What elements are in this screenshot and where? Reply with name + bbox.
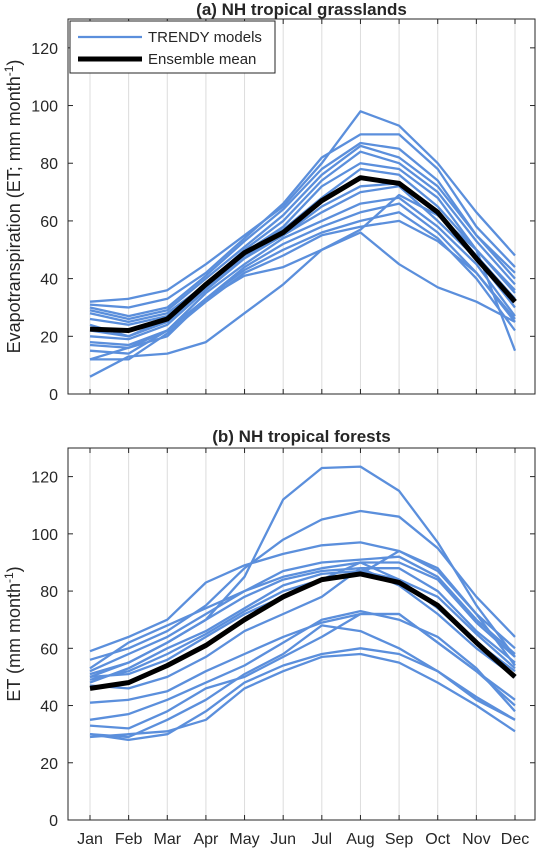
y-tick-label: 60 [40, 214, 58, 231]
model-series-line [89, 144, 516, 321]
model-series-line [89, 609, 516, 721]
model-series-line [89, 162, 516, 326]
x-tick-label: Nov [462, 831, 490, 848]
panel-b-forests: 0 20 40 60 80 100 120 Jan Feb Mar Apr May Jun Jul Aug S… [2, 427, 536, 848]
model-series-line [89, 555, 516, 670]
ensemble-mean-line [89, 571, 517, 691]
legend-label: Ensemble mean [148, 51, 256, 68]
y-tick-label: 60 [40, 641, 58, 658]
y-tick-label: 80 [40, 584, 58, 601]
panel-a-grasslands: 0 20 40 60 80 100 120 (a) NH tropical grassland… [2, 0, 536, 404]
model-series-line [89, 509, 516, 661]
y-tick-label: 0 [49, 387, 58, 404]
y-axis-label: ET (mm month-1) [2, 566, 24, 701]
model-series-line [89, 541, 516, 653]
y-tick-label: 80 [40, 156, 58, 173]
model-series-line [89, 141, 516, 318]
model-series-line [89, 647, 516, 742]
model-series-line [89, 652, 516, 739]
y-tick-label: 40 [40, 699, 58, 716]
legend-label: TRENDY models [148, 29, 262, 46]
y-tick-label: 20 [40, 756, 58, 773]
chart-title: (b) NH tropical forests [212, 427, 391, 446]
y-tick-label: 100 [31, 527, 58, 544]
y-tick-label: 120 [31, 470, 58, 487]
model-series-line [89, 612, 516, 730]
model-series-line [89, 569, 516, 684]
model-series-line [89, 567, 516, 690]
legend-box [69, 20, 276, 74]
x-tick-label: Apr [193, 831, 219, 848]
model-series-line [89, 133, 516, 309]
model-series-line [89, 231, 516, 361]
model-series-line [89, 549, 516, 681]
y-axis-label: Evapotranspiration (ET; mm month-1) [2, 60, 24, 354]
legend: TRENDY models Ensemble mean [69, 20, 276, 74]
x-tick-label: Dec [501, 831, 529, 848]
model-series-line [89, 150, 516, 324]
model-series-line [89, 561, 516, 673]
y-tick-label: 0 [49, 813, 58, 830]
y-tick-label: 120 [31, 41, 58, 58]
axes-box [67, 18, 536, 395]
x-tick-label: Feb [115, 831, 143, 848]
y-tick-label: 20 [40, 329, 58, 346]
model-series-line [89, 110, 516, 303]
ensemble-mean-line [89, 175, 517, 333]
model-series-line [89, 185, 516, 341]
x-tick-label: Jul [312, 831, 332, 848]
x-tick-label: Aug [346, 831, 374, 848]
x-tick-label: Jan [77, 831, 103, 848]
y-tick-label: 100 [31, 99, 58, 116]
model-series-line [89, 567, 516, 676]
x-tick-label: May [229, 831, 259, 848]
x-tick-label: Jun [270, 831, 296, 848]
x-tick-label: Mar [153, 831, 181, 848]
x-tick-label: Oct [425, 831, 450, 848]
chart-title: (a) NH tropical grasslands [196, 0, 407, 19]
axes-box [67, 447, 536, 821]
x-tick-label: Sep [385, 831, 414, 848]
y-tick-label: 40 [40, 272, 58, 289]
